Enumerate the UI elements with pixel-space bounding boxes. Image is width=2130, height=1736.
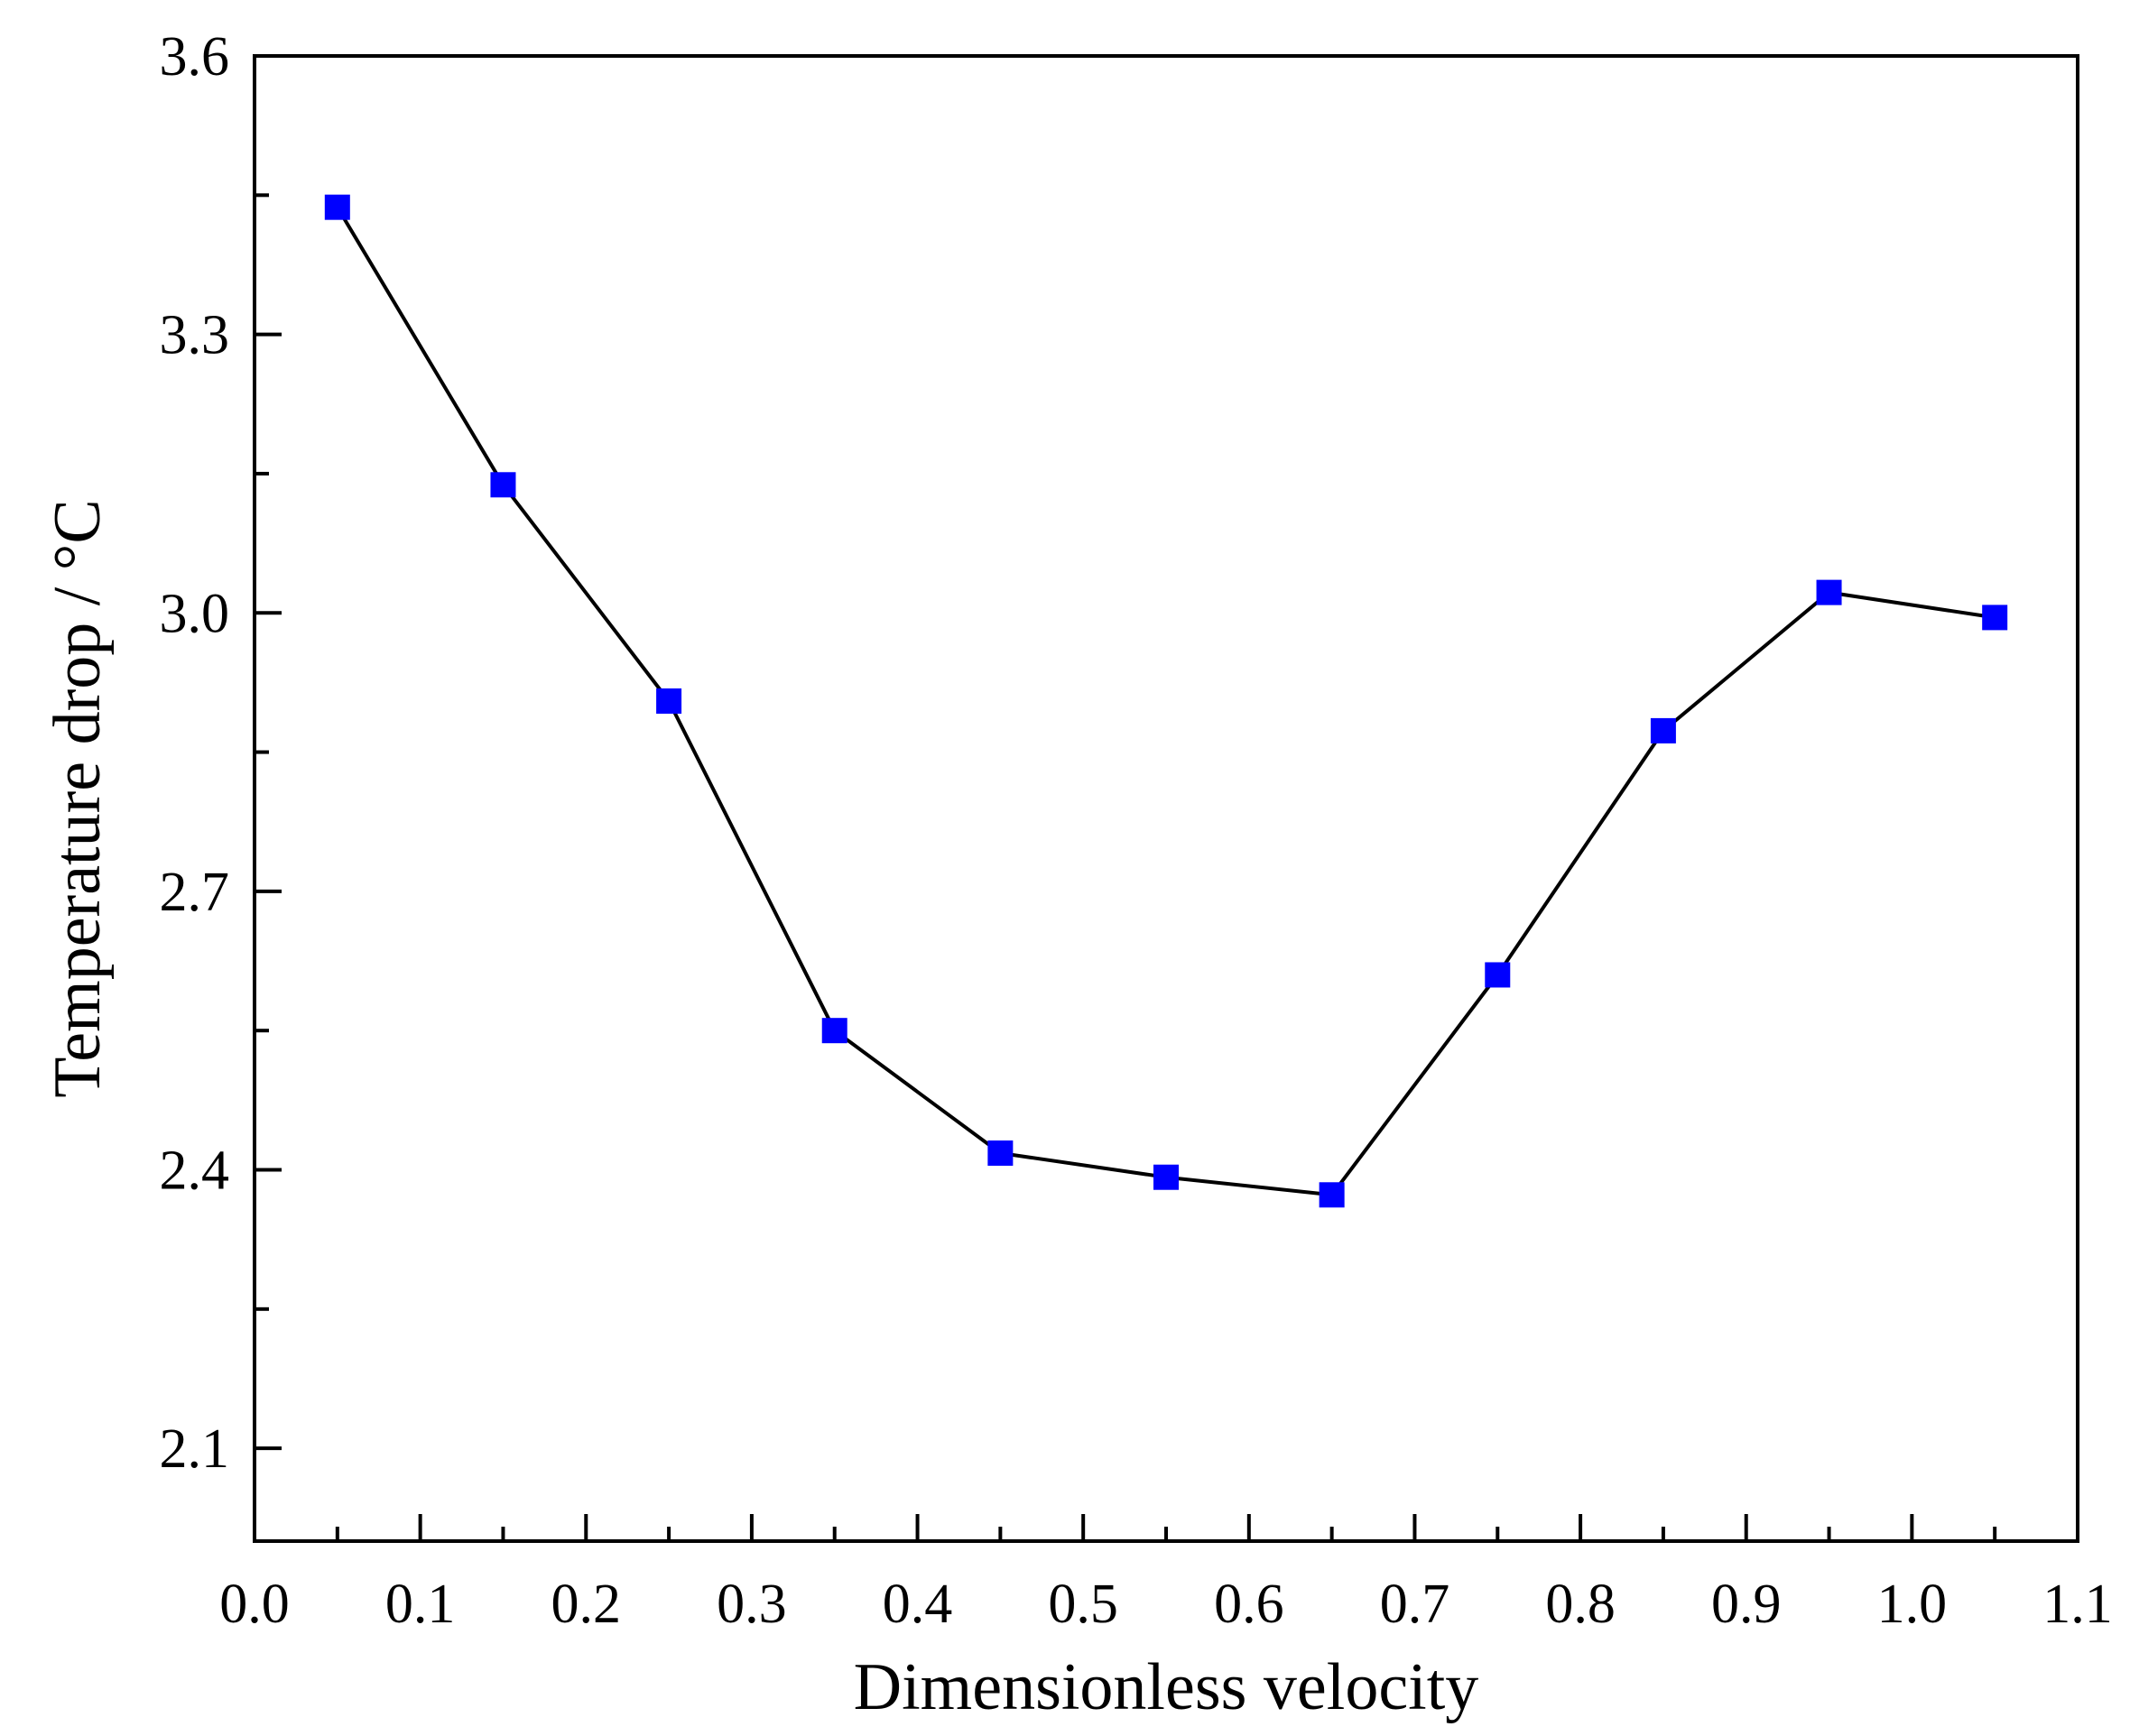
x-tick-label: 0.9	[1711, 1574, 1782, 1635]
x-tick-label: 1.0	[1877, 1574, 1948, 1635]
data-point	[1153, 1164, 1179, 1190]
data-point	[1650, 717, 1676, 743]
x-tick-label: 0.3	[717, 1574, 787, 1635]
x-axis: 0.0 0.1 0.2 0.3 0.4 0.5 0.6 0.7 0.8 0.9 1.0 1.1	[219, 1514, 2113, 1635]
y-tick-label: 3.6	[160, 26, 230, 88]
x-tick-label: 0.2	[551, 1574, 622, 1635]
data-point	[821, 1018, 847, 1044]
x-tick-label: 0.7	[1380, 1574, 1450, 1635]
y-tick-label: 2.1	[160, 1418, 230, 1480]
data-point	[987, 1140, 1014, 1166]
y-axis: 2.1 2.4 2.7 3.0 3.3 3.6	[160, 26, 282, 1480]
x-tick-label: 0.4	[883, 1574, 953, 1635]
x-tick-label: 0.8	[1545, 1574, 1616, 1635]
data-point	[1982, 605, 2008, 631]
data-point	[1485, 962, 1511, 988]
y-axis-title: Temperature drop / °C	[41, 499, 115, 1097]
y-tick-label: 2.7	[160, 862, 230, 923]
x-tick-label: 0.0	[219, 1574, 290, 1635]
series-line	[336, 206, 1996, 1197]
y-tick-label: 2.4	[160, 1140, 230, 1202]
data-point	[490, 472, 516, 498]
x-axis-title: Dimensionless velocity	[854, 1650, 1479, 1724]
data-point	[1319, 1182, 1345, 1208]
data-point	[324, 194, 350, 220]
x-tick-label: 0.5	[1048, 1574, 1118, 1635]
data-point	[1816, 579, 1842, 605]
data-point	[656, 688, 682, 714]
y-tick-label: 3.0	[160, 583, 230, 644]
y-tick-label: 3.3	[160, 305, 230, 366]
x-tick-label: 1.1	[2042, 1574, 2113, 1635]
x-tick-label: 0.1	[385, 1574, 456, 1635]
plot-frame	[253, 54, 2079, 1543]
series-group	[324, 194, 2008, 1208]
x-tick-label: 0.6	[1214, 1574, 1284, 1635]
